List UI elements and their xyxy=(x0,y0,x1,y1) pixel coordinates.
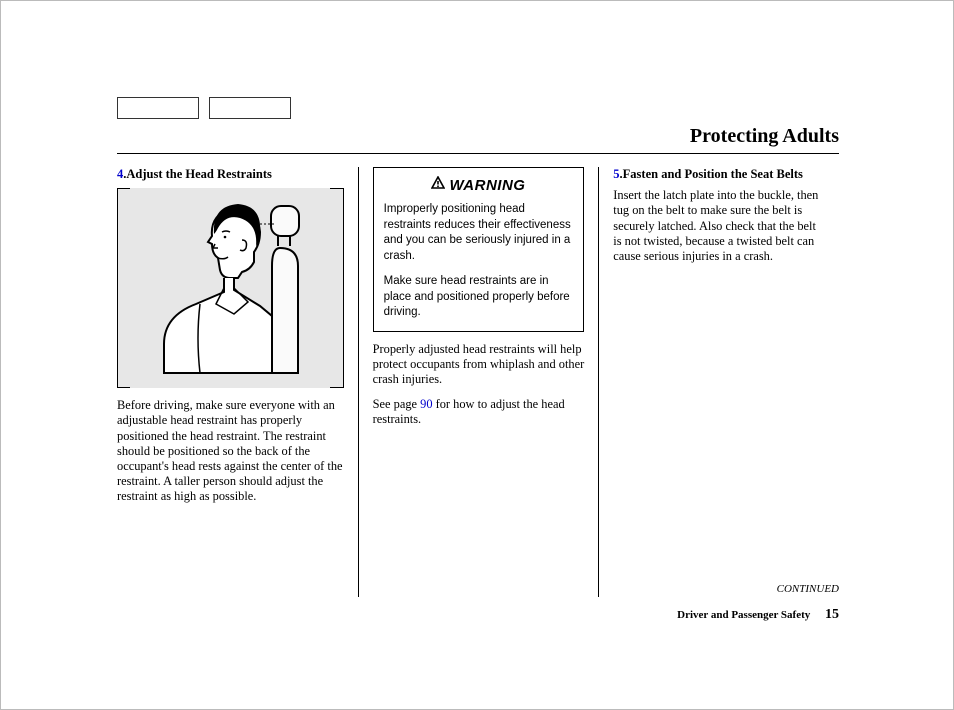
column-1: 4.Adjust the Head Restraints xyxy=(117,167,358,597)
warning-box: WARNING Improperly positioning head rest… xyxy=(373,167,585,332)
title-rule xyxy=(117,153,839,154)
manual-page: Protecting Adults 4.Adjust the Head Rest… xyxy=(0,0,954,710)
warning-heading: WARNING xyxy=(384,176,574,196)
warning-p1: Improperly positioning head restraints r… xyxy=(384,202,574,264)
step4-title: .Adjust the Head Restraints xyxy=(123,167,272,181)
warning-triangle-icon xyxy=(431,176,445,196)
page-link-90[interactable]: 90 xyxy=(420,397,432,411)
step4-body: Before driving, make sure everyone with … xyxy=(117,398,344,504)
col2-body2: See page 90 for how to adjust the head r… xyxy=(373,397,585,427)
col2-body2-a: See page xyxy=(373,397,420,411)
content-columns: 4.Adjust the Head Restraints xyxy=(117,167,839,597)
warning-p2: Make sure head restraints are in place a… xyxy=(384,274,574,321)
column-3: 5.Fasten and Position the Seat Belts Ins… xyxy=(598,167,839,597)
page-number: 15 xyxy=(825,607,839,622)
step5-heading: 5.Fasten and Position the Seat Belts xyxy=(613,167,825,182)
footer-section: Driver and Passenger Safety xyxy=(677,609,810,621)
step4-heading: 4.Adjust the Head Restraints xyxy=(117,167,344,182)
top-nav-boxes xyxy=(117,97,291,119)
nav-box-2[interactable] xyxy=(209,97,291,119)
step5-title: .Fasten and Position the Seat Belts xyxy=(620,167,803,181)
col2-body1: Properly adjusted head restraints will h… xyxy=(373,342,585,387)
warning-label: WARNING xyxy=(449,176,525,196)
page-title: Protecting Adults xyxy=(690,125,839,148)
head-restraint-figure xyxy=(117,188,344,388)
continued-label: CONTINUED xyxy=(777,583,839,595)
page-footer: Driver and Passenger Safety 15 xyxy=(677,607,839,623)
column-2: WARNING Improperly positioning head rest… xyxy=(358,167,599,597)
nav-box-1[interactable] xyxy=(117,97,199,119)
step5-body: Insert the latch plate into the buckle, … xyxy=(613,188,825,264)
head-restraint-icon xyxy=(130,188,330,388)
